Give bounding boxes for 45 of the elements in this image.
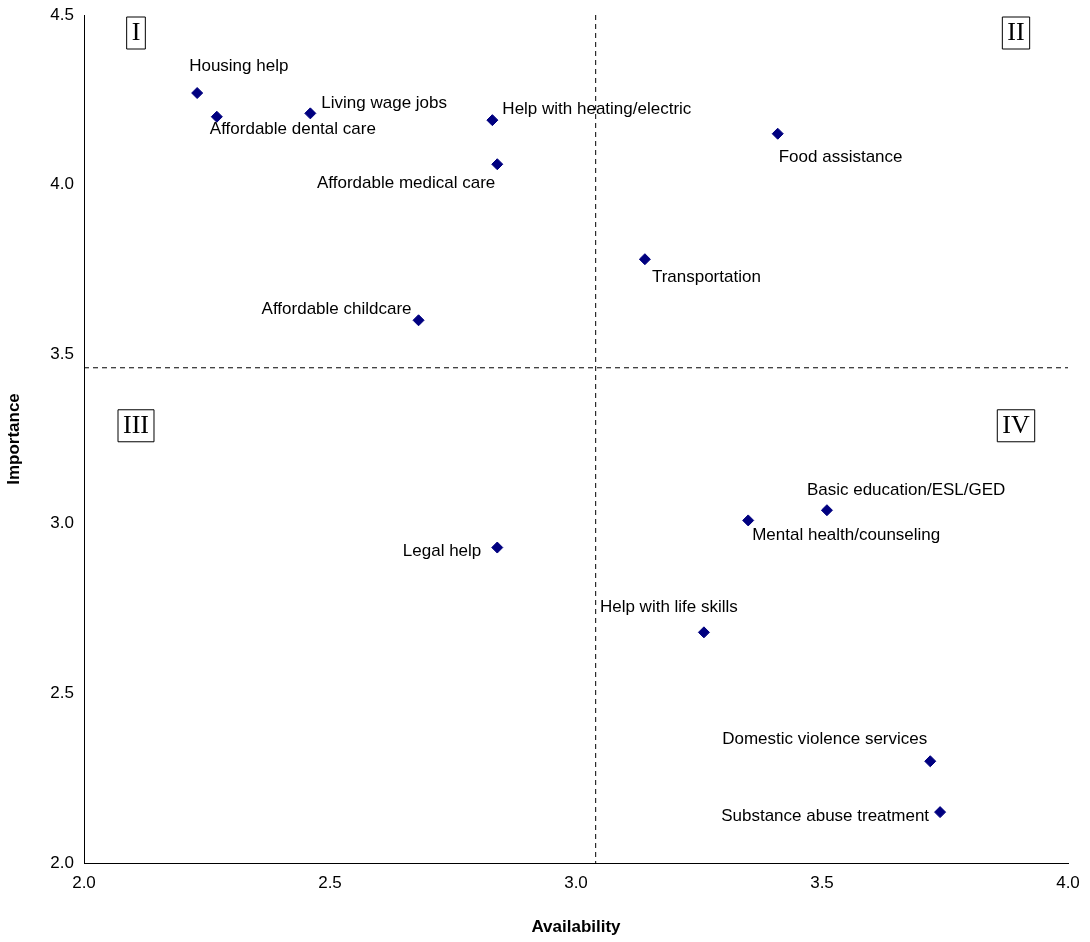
y-tick-label: 2.0: [50, 852, 74, 872]
point: [697, 626, 710, 639]
x-tick-label: 3.0: [564, 872, 588, 892]
annotation: Affordable medical care: [316, 172, 496, 192]
annotation: Food assistance: [778, 147, 903, 167]
annotation: I: [131, 16, 141, 46]
point: [191, 87, 204, 100]
y-tick-label: 3.5: [50, 343, 74, 363]
x-tick-label: 2.5: [318, 872, 342, 892]
point: [412, 314, 425, 327]
point: [210, 110, 223, 123]
annotation: Substance abuse treatment: [721, 805, 930, 825]
point: [771, 127, 784, 140]
annotation: Affordable childcare: [261, 298, 412, 318]
y-tick-label: 2.5: [50, 683, 74, 703]
annotation: Affordable dental care: [209, 119, 376, 139]
annotation: Housing help: [189, 55, 289, 75]
annotation: Mental health/counseling: [752, 525, 941, 545]
annotation: III: [123, 409, 149, 439]
y-axis-title: Importance: [3, 393, 23, 485]
x-tick-label: 2.0: [72, 872, 96, 892]
point: [486, 114, 499, 127]
point: [304, 107, 317, 120]
point: [491, 158, 504, 171]
annotation: Transportation: [651, 266, 761, 286]
point: [924, 755, 937, 768]
annotation: Basic education/ESL/GED: [806, 479, 1006, 499]
annotation: Legal help: [402, 541, 482, 561]
point: [638, 253, 651, 266]
annotation: Help with heating/electric: [502, 98, 692, 118]
annotation: Domestic violence services: [722, 728, 928, 748]
annotation: Help with life skills: [599, 597, 738, 617]
point: [491, 541, 504, 554]
annotation: IV: [1002, 409, 1030, 439]
x-tick-label: 3.5: [810, 872, 834, 892]
point: [742, 514, 755, 527]
y-tick-label: 4.5: [50, 4, 74, 24]
point: [820, 504, 833, 517]
point: [934, 806, 947, 819]
x-tick-label: 4.0: [1056, 872, 1080, 892]
y-tick-label: 4.0: [50, 174, 74, 194]
y-tick-label: 3.0: [50, 513, 74, 533]
annotation: II: [1007, 16, 1025, 46]
x-axis-title: Availability: [531, 917, 622, 937]
annotation: Living wage jobs: [321, 93, 448, 113]
